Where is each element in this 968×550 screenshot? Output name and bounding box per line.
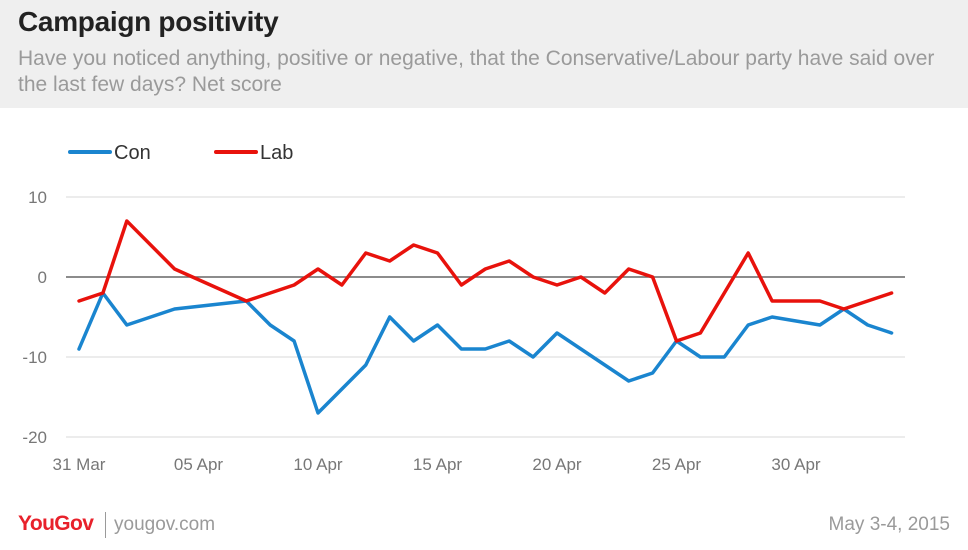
y-tick-label: 10 [28,188,47,207]
series-line-con [77,291,894,415]
x-tick-label: 15 Apr [413,455,462,474]
legend-label-con: Con [114,142,151,164]
x-tick-label: 10 Apr [293,455,342,474]
y-tick-label: -20 [22,428,47,447]
legend-label-lab: Lab [260,142,293,164]
x-tick-label: 31 Mar [53,455,106,474]
y-tick-label: -10 [22,348,47,367]
series-line-lab [77,219,894,343]
yougov-logo: YouGov [18,512,94,535]
y-tick-label: 0 [38,268,47,287]
x-tick-label: 25 Apr [652,455,701,474]
line-chart: 10 0 -10 -20 31 Mar 05 Apr 10 Apr 15 Apr 20 Apr 2… [22,142,905,474]
x-tick-label: 30 Apr [771,455,820,474]
chart-title: Campaign positivity [18,6,279,37]
x-tick-label: 20 Apr [532,455,581,474]
footer-divider [105,512,106,538]
footer-site-link[interactable]: yougov.com [114,514,216,535]
footer-date: May 3-4, 2015 [828,514,950,535]
chart-header: Campaign positivity Have you noticed any… [0,0,968,108]
chart-subtitle: Have you noticed anything, positive or n… [18,47,935,96]
x-tick-label: 05 Apr [174,455,223,474]
